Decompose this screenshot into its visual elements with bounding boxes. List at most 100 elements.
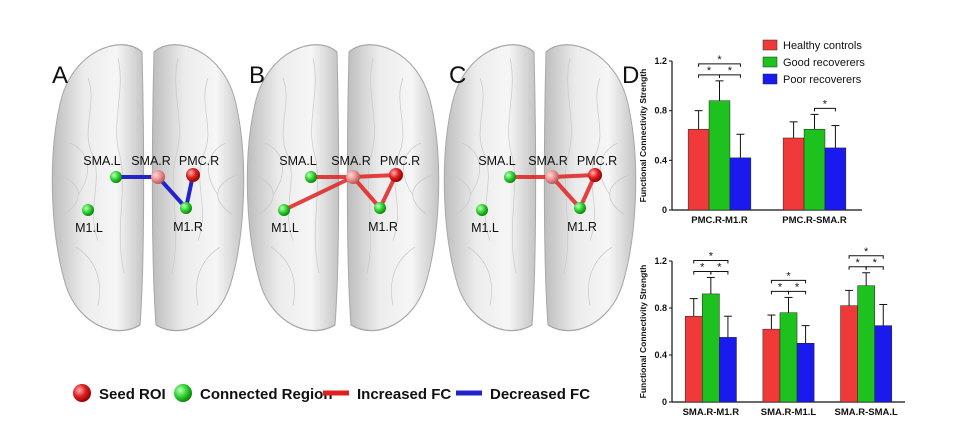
significance-star: * [707,65,712,77]
legend-label: Healthy controls [783,40,862,52]
significance-bracket [814,107,836,112]
panel-b-letter: B [249,62,265,89]
label-a-pmc-r: PMC.R [179,154,219,168]
label-c-pmc-r: PMC.R [577,154,617,168]
legend-swatch [762,56,778,68]
node-b-sma-r [346,170,360,184]
label-a-sma-l: SMA.L [83,154,121,168]
y-tick-label: 1.2 [654,256,667,266]
brain-image-b [246,44,440,332]
label-b-sma-l: SMA.L [279,154,317,168]
y-tick-label: 0.4 [654,350,667,360]
label-c-m1-r: M1.R [567,220,597,234]
label-a-m1-l: M1.L [75,221,103,235]
significance-star: * [717,54,722,66]
bar [687,129,710,211]
significance-bracket [693,259,729,264]
legend-swatch [762,73,778,85]
label-b-sma-r: SMA.R [331,154,371,168]
node-b-pmc-r [389,168,403,182]
significance-star: * [700,261,705,273]
significance-star: * [855,257,860,269]
panel-a: A SMA.L SMA.R PMC.R M1.L M1.R [51,44,245,332]
node-b-m1-r [374,202,386,214]
node-c-sma-r [545,170,559,184]
node-a-sma-r [151,170,165,184]
legend-label: Poor recoverers [783,74,862,86]
bar [857,285,875,403]
category-label: SMA.R-M1.R [683,407,740,418]
category-label: SMA.R-SMA.L [835,407,899,418]
significance-bracket [865,266,884,270]
category-label: PMC.R-SMA.R [782,215,847,226]
legend-swatch [762,39,778,51]
node-c-pmc-r [588,168,602,182]
node-c-m1-l [476,204,488,216]
significance-star: * [864,246,869,258]
legend-label: Good recoverers [783,57,865,69]
label-c-sma-l: SMA.L [478,154,516,168]
label-b-m1-r: M1.R [368,220,398,234]
node-b-m1-l [278,204,290,216]
bar [729,157,752,211]
bar [719,337,737,403]
significance-bracket [698,63,741,67]
edge-c-smar-pmcr [551,173,596,179]
connected-region-label: Connected Region [200,386,333,403]
node-c-m1-r [574,202,586,214]
significance-star: * [778,281,783,293]
significance-star: * [728,65,733,77]
bar [782,137,805,211]
brain-image-a [51,44,245,332]
y-axis-label: Functional Connectivity Strength [638,69,648,203]
category-label: SMA.R-M1.L [761,407,817,418]
connected-region-swatch [174,384,192,402]
significance-star: * [795,281,800,293]
bar [702,293,720,403]
seed-roi-label: Seed ROI [99,386,166,403]
significance-star: * [786,270,791,282]
y-tick-label: 0.4 [654,155,667,165]
seed-roi-swatch [73,384,91,402]
panel-c: C SMA.L SMA.R PMC.R M1.L M1.R [443,44,637,332]
increased-fc-label: Increased FC [357,386,451,403]
decreased-fc-label: Decreased FC [490,386,590,403]
panel-d: D 0 0.4 0.8 1.2 Functional Connectivity Stre… [622,39,905,418]
label-b-pmc-r: PMC.R [380,154,420,168]
y-axis-label: Functional Connectivity Strength [638,265,648,399]
y-tick-label: 0.8 [654,303,667,313]
bar [796,343,815,403]
label-b-m1-l: M1.L [271,221,299,235]
label-a-m1-r: M1.R [173,220,203,234]
node-a-m1-r [180,202,192,214]
bar [708,100,731,211]
significance-bracket [710,270,729,275]
panel-b: B SMA.L SMA.R PMC.R M1.L M1.R [246,44,440,332]
significance-bracket [788,290,807,295]
bar [779,312,798,403]
label-c-m1-l: M1.L [471,221,499,235]
bar [803,129,826,211]
node-a-pmc-r [186,168,200,182]
label-c-sma-r: SMA.R [528,154,568,168]
bar [824,147,847,211]
node-b-sma-l [305,171,317,183]
bar [874,325,893,403]
panel-a-letter: A [52,62,68,89]
brain-image-c [443,44,637,332]
y-tick-label: 1.2 [654,56,667,66]
significance-star: * [709,250,714,262]
node-c-sma-l [504,171,516,183]
bar [840,305,858,403]
panel-c-letter: C [449,62,466,89]
label-a-sma-r: SMA.R [131,154,171,168]
node-a-m1-l [82,204,94,216]
bar [762,328,781,403]
node-a-sma-l [110,171,122,183]
panel-d-letter: D [622,62,639,89]
chart-top: 0 0.4 0.8 1.2 Functional Connectivity Streng… [638,54,862,226]
chart-legend: Healthy controls Good recoverers Poor reco… [762,39,865,86]
edge-b-smar-m1l [283,175,354,212]
bar [684,315,703,403]
